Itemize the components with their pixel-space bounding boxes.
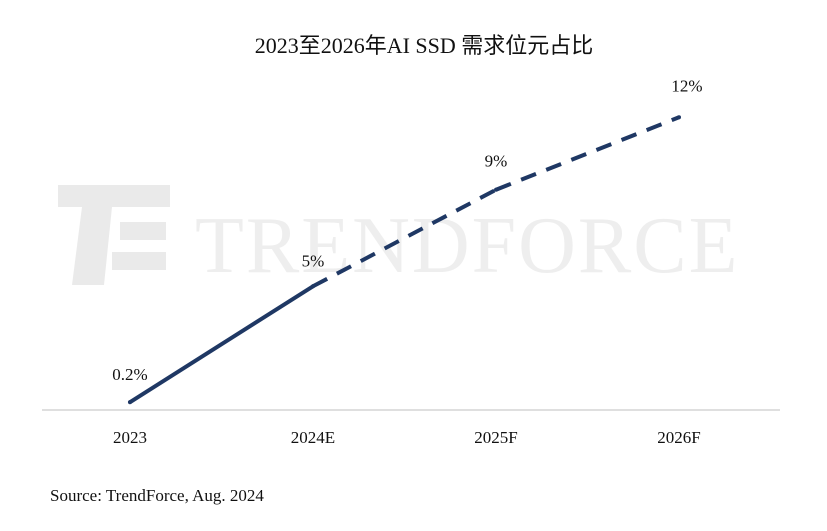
forecast-line-segment: [495, 115, 680, 192]
data-label: 9%: [485, 152, 508, 171]
data-labels-layer: 0.2% 5% 9% 12%: [112, 76, 702, 384]
source-note: Source: TrendForce, Aug. 2024: [50, 486, 264, 505]
data-point: [677, 115, 681, 120]
x-tick-label: 2023: [113, 428, 147, 447]
data-label: 12%: [671, 76, 702, 95]
data-point: [128, 400, 132, 405]
data-point: [311, 284, 315, 289]
forecast-line-segment: [312, 187, 497, 289]
watermark: TRENDFORCE: [58, 185, 740, 290]
watermark-text: TRENDFORCE: [195, 202, 740, 290]
x-ticks-layer: 2023 2024E 2025F 2026F: [113, 428, 701, 447]
actual-line-segment: [128, 284, 315, 405]
chart-title: 2023至2026年AI SSD 需求位元占比: [255, 33, 594, 58]
data-point: [494, 187, 498, 192]
x-tick-label: 2026F: [657, 428, 700, 447]
series-layer: [128, 115, 681, 405]
data-label: 0.2%: [112, 365, 147, 384]
data-label: 5%: [302, 251, 325, 270]
x-tick-label: 2024E: [291, 428, 335, 447]
x-tick-label: 2025F: [474, 428, 517, 447]
trendforce-logo-icon: [58, 185, 170, 285]
